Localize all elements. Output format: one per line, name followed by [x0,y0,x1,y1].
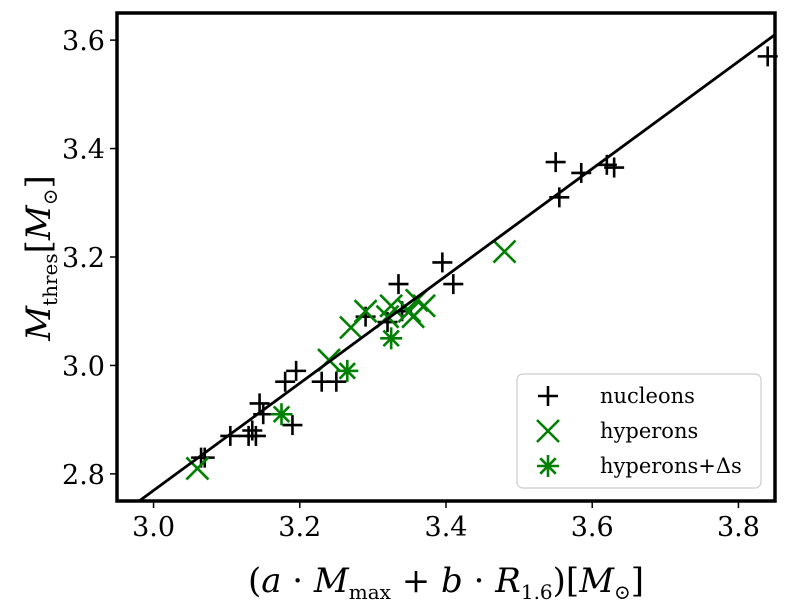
x-tick-label: 3.6 [571,512,614,543]
legend-label: hyperons+Δs [600,454,742,478]
series-plus [191,46,778,468]
nucleon-point [326,371,347,392]
hyperon-point [185,456,210,481]
legend-marker-asterisk [537,455,559,477]
nucleon-point [443,274,464,295]
x-tick-label: 3.0 [132,512,175,543]
nucleon-point [282,415,303,436]
legend-marker-x [536,419,560,443]
hyperon-ds-point [270,403,293,426]
x-tick-label: 3.4 [425,512,468,543]
plot-frame [115,11,777,503]
nucleon-point [388,274,409,295]
x-tick-label: 3.2 [278,512,321,543]
x-axis-label: (a · Mmax + b · R1.6)[M⊙] [248,561,644,604]
nucleon-point [604,157,625,178]
hyperon-point [379,293,404,318]
hyperon-ds-point [336,359,359,382]
x-tick-label: 3.8 [717,512,760,543]
series-x [185,239,517,481]
nucleon-point [275,371,296,392]
hyperon-point [353,299,378,324]
y-tick-label: 3.0 [62,351,105,382]
y-tick-label: 2.8 [62,460,105,491]
series-asterisk [270,327,403,426]
nucleon-point [245,425,266,446]
legend-label: nucleons [600,384,695,408]
data-marks [185,46,778,481]
hyperon-point [492,239,517,264]
nucleon-point [286,360,307,381]
y-tick-label: 3.6 [62,26,105,57]
nucleon-point [432,252,453,273]
axis-ticks: 3.0 3.2 3.4 3.6 3.8 2.8 3.0 3.2 3.4 3.6 [62,26,760,543]
legend-marker-plus [538,386,558,406]
nucleon-point [545,152,566,173]
hyperon-ds-point [380,327,403,350]
legend-label: hyperons [600,419,698,443]
y-tick-label: 3.4 [62,135,105,166]
nucleon-point [249,393,270,414]
legend: nucleons hyperons hyperons+Δs [516,373,762,489]
fit-line-group [136,33,775,501]
fit-line [136,33,775,501]
nucleon-point [220,425,241,446]
y-tick-label: 3.2 [62,243,105,274]
legend-box [516,373,762,489]
y-axis-label: Mthres[M⊙] [19,175,62,342]
